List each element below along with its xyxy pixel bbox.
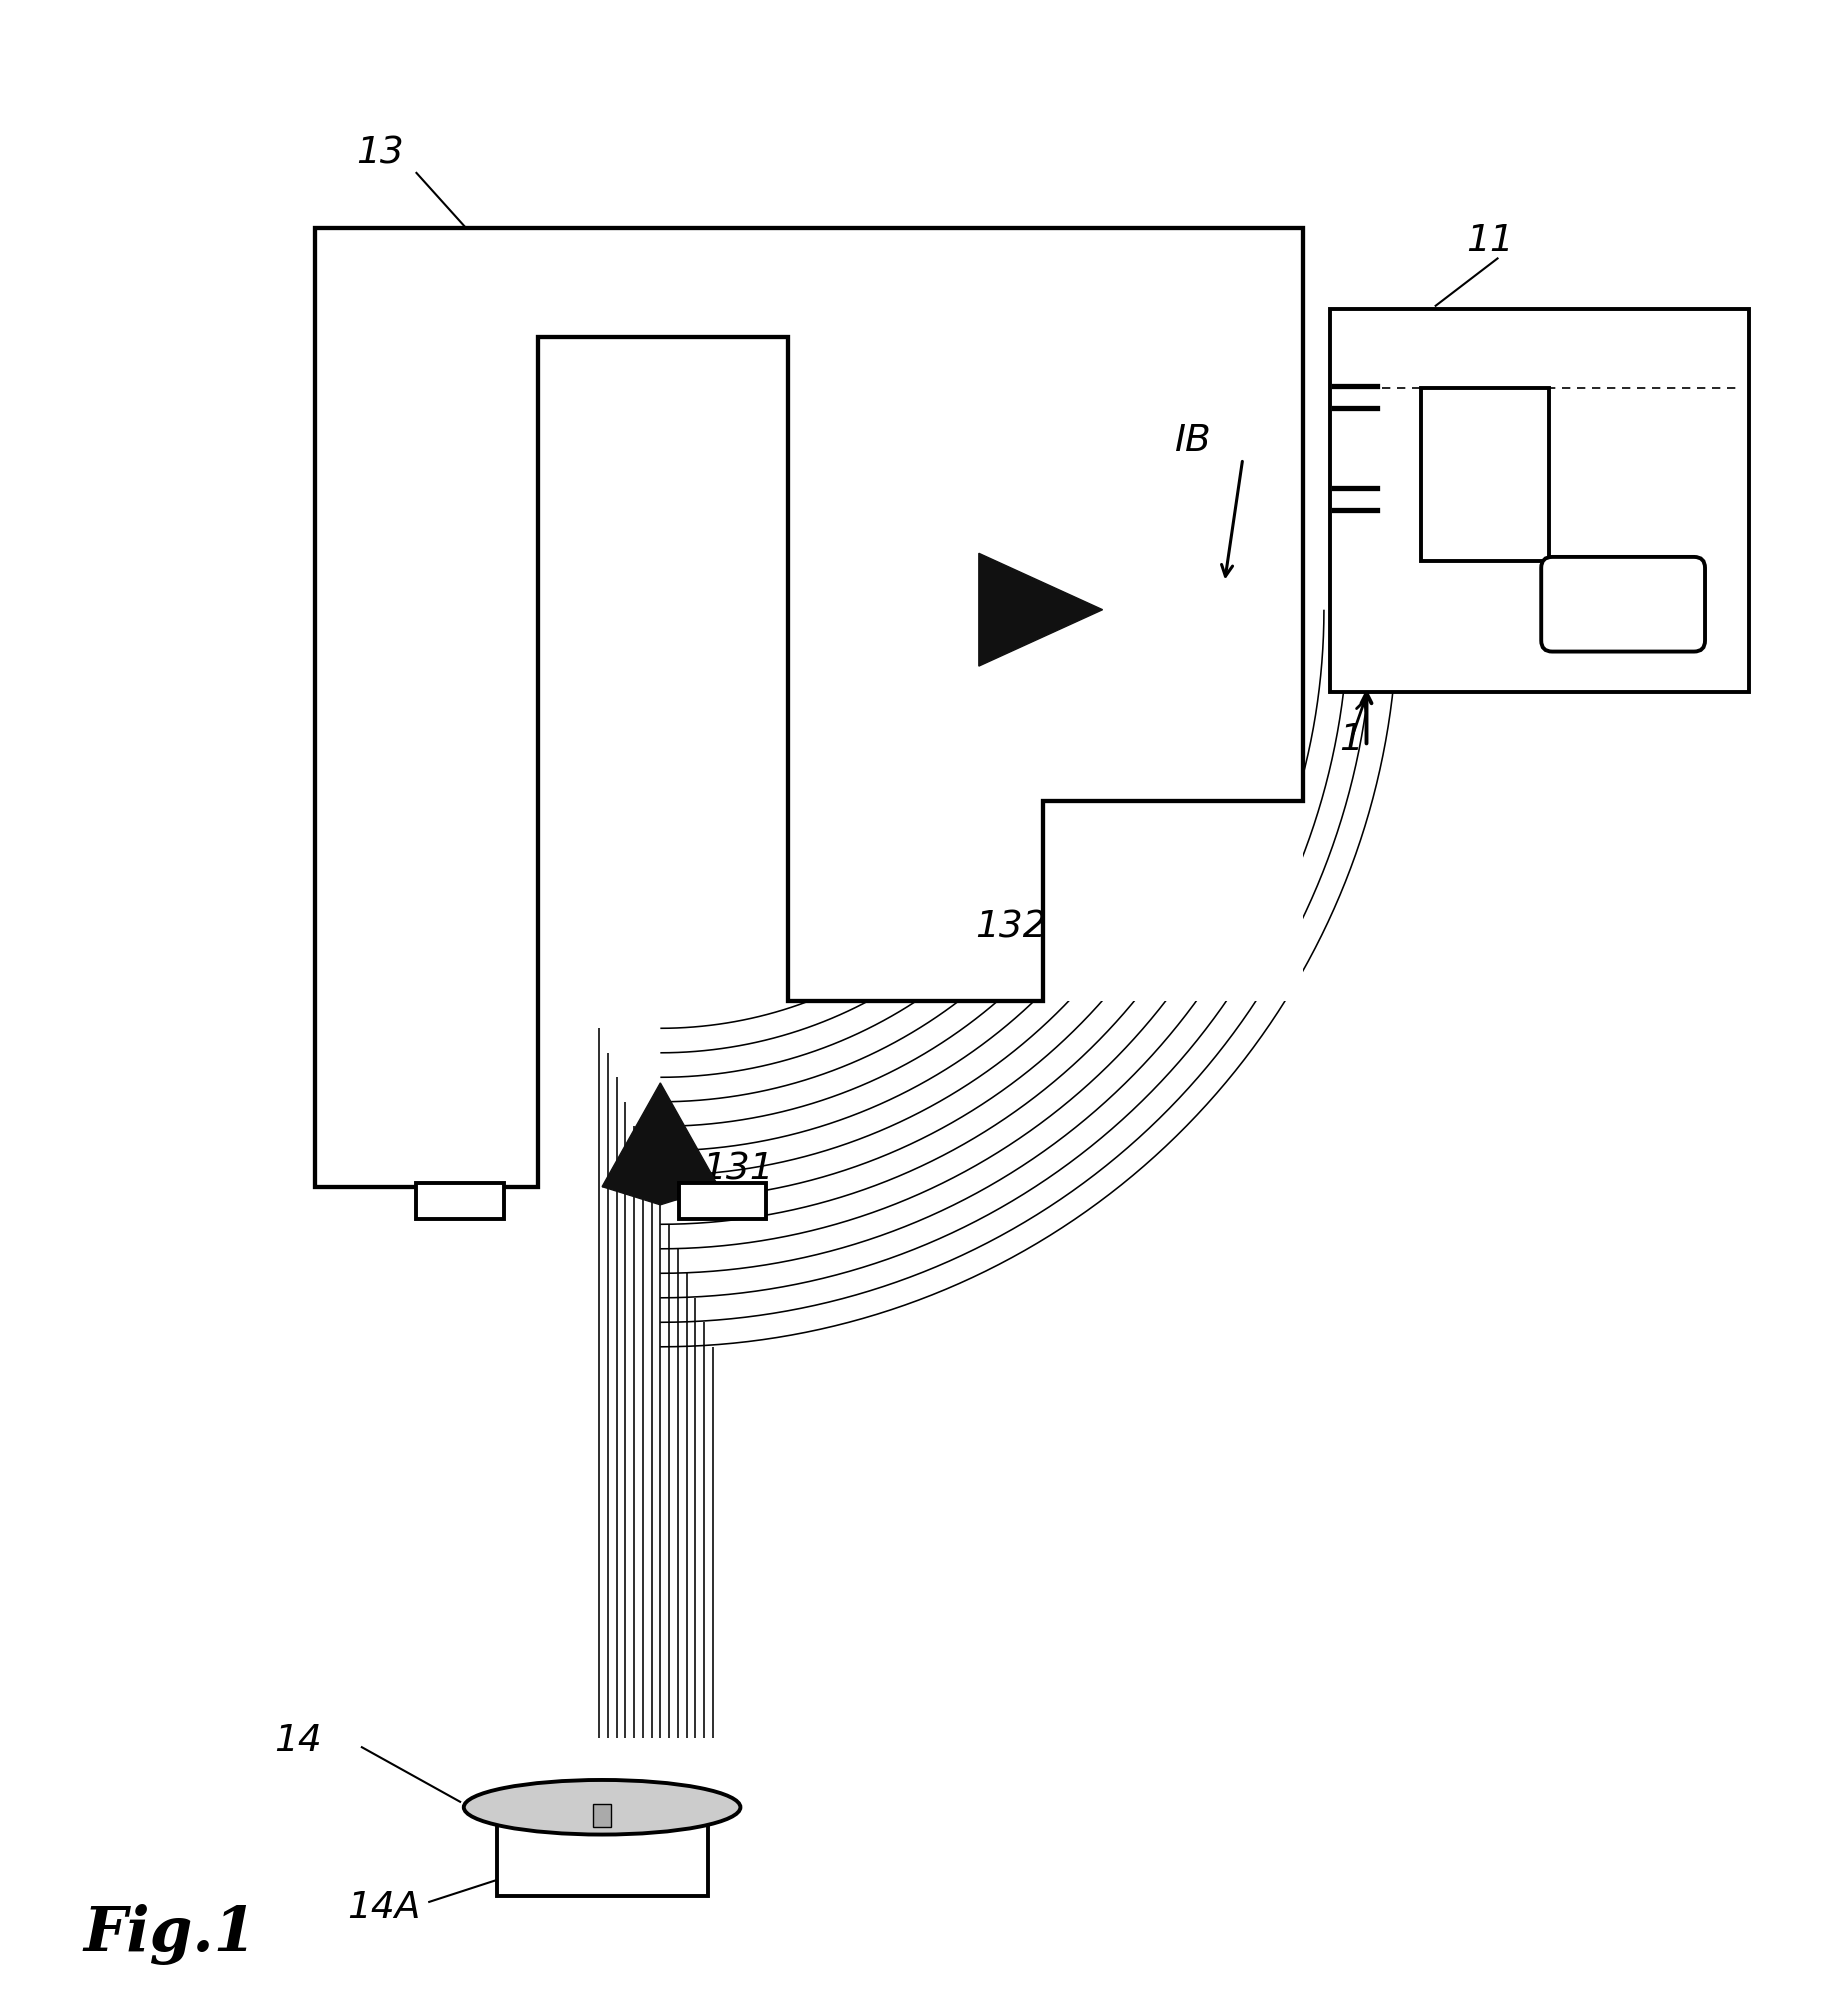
Bar — [678, 1183, 766, 1219]
Polygon shape — [315, 336, 538, 1187]
FancyBboxPatch shape — [1540, 557, 1705, 651]
Text: 1: 1 — [1340, 723, 1364, 759]
Text: 17: 17 — [1657, 661, 1706, 697]
Text: 14: 14 — [275, 1724, 323, 1760]
Text: 11: 11 — [1466, 222, 1515, 258]
Polygon shape — [788, 336, 1043, 1001]
Polygon shape — [979, 553, 1103, 667]
Bar — [1331, 310, 1748, 691]
Text: 10: 10 — [1648, 442, 1697, 478]
Bar — [1422, 388, 1548, 561]
Text: IB: IB — [1176, 422, 1212, 458]
Bar — [416, 1183, 503, 1219]
Bar — [496, 1824, 707, 1896]
Bar — [592, 1804, 611, 1828]
Polygon shape — [315, 228, 1303, 801]
Polygon shape — [602, 1083, 718, 1187]
Polygon shape — [602, 1187, 718, 1205]
Text: 131: 131 — [702, 1151, 773, 1187]
Text: 14A: 14A — [348, 1890, 421, 1926]
Text: 13: 13 — [357, 136, 405, 172]
Polygon shape — [1043, 801, 1303, 1001]
Ellipse shape — [463, 1780, 740, 1834]
Text: 132: 132 — [975, 909, 1046, 945]
Text: Fig.1: Fig.1 — [84, 1904, 257, 1966]
